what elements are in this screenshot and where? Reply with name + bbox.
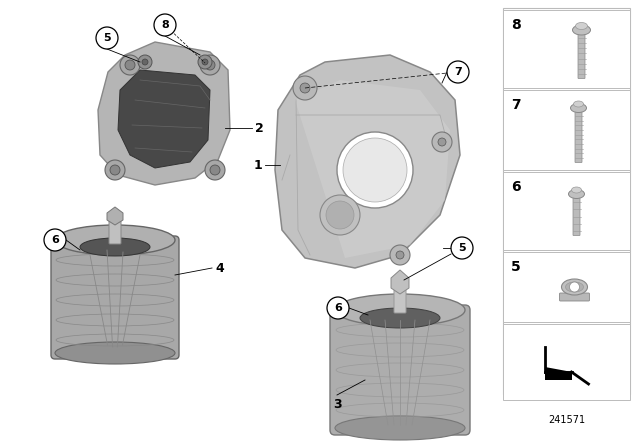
Circle shape [210, 165, 220, 175]
FancyBboxPatch shape [51, 236, 179, 359]
Ellipse shape [360, 308, 440, 328]
Text: 6: 6 [334, 303, 342, 313]
FancyBboxPatch shape [503, 252, 630, 322]
Circle shape [337, 132, 413, 208]
FancyBboxPatch shape [503, 8, 630, 394]
Circle shape [110, 165, 120, 175]
Ellipse shape [566, 282, 584, 292]
Circle shape [320, 195, 360, 235]
FancyBboxPatch shape [559, 293, 589, 301]
FancyBboxPatch shape [575, 112, 582, 163]
Text: 8: 8 [511, 18, 521, 32]
Circle shape [390, 245, 410, 265]
FancyBboxPatch shape [394, 279, 406, 313]
Ellipse shape [573, 25, 591, 35]
Ellipse shape [568, 190, 584, 198]
Circle shape [138, 55, 152, 69]
Circle shape [142, 59, 148, 65]
Circle shape [205, 60, 215, 70]
Circle shape [326, 201, 354, 229]
Ellipse shape [55, 225, 175, 255]
Text: 8: 8 [161, 20, 169, 30]
Ellipse shape [80, 238, 150, 256]
Text: 6: 6 [511, 180, 520, 194]
Circle shape [120, 55, 140, 75]
Polygon shape [107, 207, 123, 225]
Ellipse shape [575, 22, 588, 30]
Circle shape [200, 55, 220, 75]
Ellipse shape [335, 416, 465, 440]
FancyBboxPatch shape [503, 10, 630, 88]
Polygon shape [275, 55, 460, 268]
Text: 2: 2 [255, 121, 264, 134]
Ellipse shape [572, 187, 582, 193]
Text: 5: 5 [511, 260, 521, 274]
Ellipse shape [335, 294, 465, 326]
FancyBboxPatch shape [503, 172, 630, 250]
Circle shape [125, 60, 135, 70]
Text: 1: 1 [253, 159, 262, 172]
Ellipse shape [55, 342, 175, 364]
Text: 5: 5 [103, 33, 111, 43]
Circle shape [96, 27, 118, 49]
Polygon shape [295, 80, 450, 258]
Ellipse shape [573, 101, 584, 107]
Circle shape [198, 55, 212, 69]
Ellipse shape [561, 279, 588, 295]
Circle shape [432, 132, 452, 152]
Circle shape [343, 138, 407, 202]
Circle shape [300, 83, 310, 93]
Text: 4: 4 [215, 262, 224, 275]
FancyBboxPatch shape [578, 34, 585, 78]
Circle shape [105, 160, 125, 180]
Circle shape [451, 237, 473, 259]
Text: 6: 6 [51, 235, 59, 245]
Ellipse shape [570, 103, 586, 112]
FancyBboxPatch shape [503, 324, 630, 400]
Text: 3: 3 [333, 398, 341, 411]
Polygon shape [118, 70, 210, 168]
Text: 241571: 241571 [548, 415, 585, 425]
Circle shape [44, 229, 66, 251]
Text: 7: 7 [454, 67, 462, 77]
Circle shape [154, 14, 176, 36]
Polygon shape [545, 367, 572, 380]
Text: 7: 7 [511, 98, 520, 112]
Circle shape [293, 76, 317, 100]
Circle shape [327, 297, 349, 319]
Circle shape [570, 282, 579, 292]
FancyBboxPatch shape [503, 90, 630, 170]
Polygon shape [98, 42, 230, 185]
Polygon shape [391, 270, 409, 294]
Circle shape [438, 138, 446, 146]
Text: 5: 5 [458, 243, 466, 253]
FancyBboxPatch shape [109, 214, 121, 244]
FancyBboxPatch shape [330, 305, 470, 435]
Circle shape [202, 59, 208, 65]
Circle shape [205, 160, 225, 180]
FancyBboxPatch shape [573, 198, 580, 236]
Circle shape [447, 61, 469, 83]
Circle shape [396, 251, 404, 259]
